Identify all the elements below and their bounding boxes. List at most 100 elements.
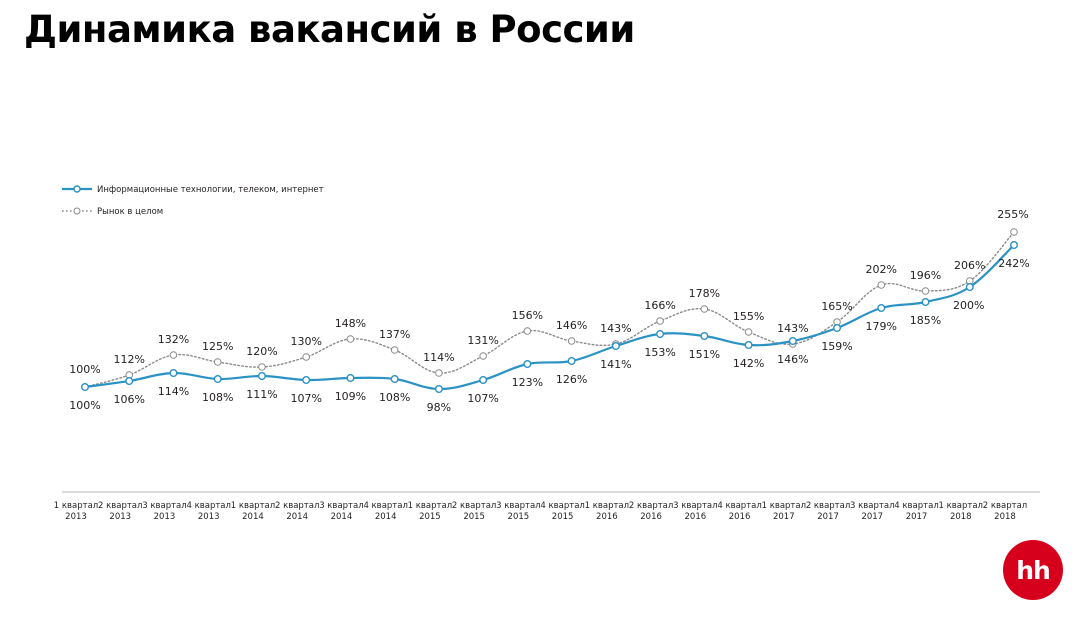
market-point-13 [656, 317, 664, 325]
it-value-label-6: 109% [335, 390, 366, 403]
it-value-label-21: 242% [998, 257, 1029, 270]
it-value-label-5: 107% [290, 392, 321, 405]
market-value-label-1: 112% [114, 353, 145, 366]
it-value-label-17: 159% [821, 340, 852, 353]
legend-label-it: Информационные технологии, телеком, инте… [97, 185, 324, 195]
page-title: Динамика вакансий в России [24, 8, 635, 51]
x-tick-label-1: 2 квартал 2013 [98, 501, 142, 522]
it-value-label-16: 146% [777, 353, 808, 366]
market-point-3 [213, 358, 222, 366]
x-tick-label-13: 2 квартал 2016 [629, 501, 673, 522]
it-point-19 [921, 298, 930, 307]
it-value-label-1: 106% [114, 393, 145, 406]
x-tick-label-21: 2 квартал 2018 [983, 501, 1027, 522]
logo-text: hh [1016, 555, 1051, 585]
market-value-label-10: 156% [512, 309, 543, 322]
market-value-label-15: 155% [733, 310, 764, 323]
it-point-2 [169, 369, 178, 378]
x-tick-label-5: 2 квартал 2014 [275, 501, 319, 522]
market-value-label-19: 196% [910, 269, 941, 282]
x-tick-label-15: 4 квартал 2016 [717, 501, 761, 522]
market-value-label-7: 137% [379, 328, 410, 341]
it-point-21 [1010, 240, 1019, 249]
market-point-19 [921, 287, 930, 295]
x-tick-label-19: 4 квартал 2017 [894, 501, 938, 522]
it-point-12 [611, 342, 620, 351]
market-value-label-0: 100% [69, 363, 100, 376]
market-point-14 [700, 305, 709, 313]
it-point-0 [80, 383, 89, 392]
it-value-label-9: 107% [467, 392, 498, 405]
it-value-label-14: 151% [689, 348, 720, 361]
it-point-8 [434, 385, 443, 394]
it-value-label-18: 179% [866, 320, 897, 333]
market-value-label-18: 202% [866, 263, 897, 276]
it-value-label-3: 108% [202, 391, 233, 404]
legend-marker-it [73, 185, 81, 193]
series-line-it [83, 243, 1016, 391]
it-point-16 [788, 337, 797, 346]
market-value-label-5: 130% [290, 335, 321, 348]
it-point-9 [479, 376, 488, 385]
market-point-11 [567, 337, 576, 345]
market-point-21 [1010, 228, 1018, 236]
market-point-4 [258, 363, 266, 371]
market-value-label-11: 146% [556, 319, 587, 332]
market-point-8 [435, 369, 443, 377]
market-point-2 [169, 351, 178, 359]
it-value-label-0: 100% [69, 399, 100, 412]
it-point-10 [523, 360, 532, 369]
market-value-label-20: 206% [954, 259, 985, 272]
market-point-15 [744, 328, 753, 336]
it-point-15 [744, 341, 753, 350]
market-value-label-9: 131% [467, 334, 498, 347]
market-value-label-13: 166% [644, 299, 675, 312]
market-point-7 [390, 346, 399, 354]
market-value-label-16: 143% [777, 322, 808, 335]
it-value-label-7: 108% [379, 391, 410, 404]
market-point-10 [523, 327, 532, 335]
x-tick-label-2: 3 квартал 2013 [142, 501, 186, 522]
market-value-label-17: 165% [821, 300, 852, 313]
market-point-6 [346, 335, 355, 343]
x-tick-label-3: 4 квартал 2013 [186, 501, 230, 522]
it-point-5 [302, 376, 311, 385]
x-tick-label-10: 3 квартал 2015 [496, 501, 540, 522]
market-point-18 [877, 281, 886, 289]
market-value-label-8: 114% [423, 351, 454, 364]
it-point-14 [700, 332, 709, 341]
x-tick-label-8: 1 квартал 2015 [408, 501, 452, 522]
x-tick-label-12: 1 квартал 2016 [585, 501, 629, 522]
market-point-9 [479, 352, 487, 360]
chart-points [80, 228, 1019, 394]
it-point-11 [567, 357, 576, 366]
market-value-label-6: 148% [335, 317, 366, 330]
x-tick-label-14: 3 квартал 2016 [673, 501, 717, 522]
market-value-label-14: 178% [689, 287, 720, 300]
it-point-17 [833, 324, 842, 333]
it-point-1 [125, 377, 134, 386]
x-tick-label-11: 4 квартал 2015 [540, 501, 584, 522]
market-value-label-4: 120% [246, 345, 277, 358]
it-point-6 [346, 374, 355, 383]
it-point-3 [213, 375, 222, 384]
it-value-label-10: 123% [512, 376, 543, 389]
x-tick-label-7: 4 квартал 2014 [363, 501, 407, 522]
it-point-7 [390, 375, 399, 384]
market-value-label-12: 143% [600, 322, 631, 335]
it-point-4 [257, 372, 266, 381]
it-point-13 [656, 330, 665, 339]
x-tick-label-6: 3 квартал 2014 [319, 501, 363, 522]
x-tick-label-4: 1 квартал 2014 [231, 501, 275, 522]
market-value-label-3: 125% [202, 340, 233, 353]
chart-legend: Информационные технологии, телеком, инте… [62, 185, 324, 217]
it-value-label-4: 111% [246, 388, 277, 401]
x-tick-label-9: 2 квартал 2015 [452, 501, 496, 522]
hh-logo: hh [1003, 540, 1063, 600]
legend-label-market: Рынок в целом [97, 207, 163, 217]
it-value-label-2: 114% [158, 385, 189, 398]
it-value-label-12: 141% [600, 358, 631, 371]
market-point-5 [302, 353, 310, 361]
